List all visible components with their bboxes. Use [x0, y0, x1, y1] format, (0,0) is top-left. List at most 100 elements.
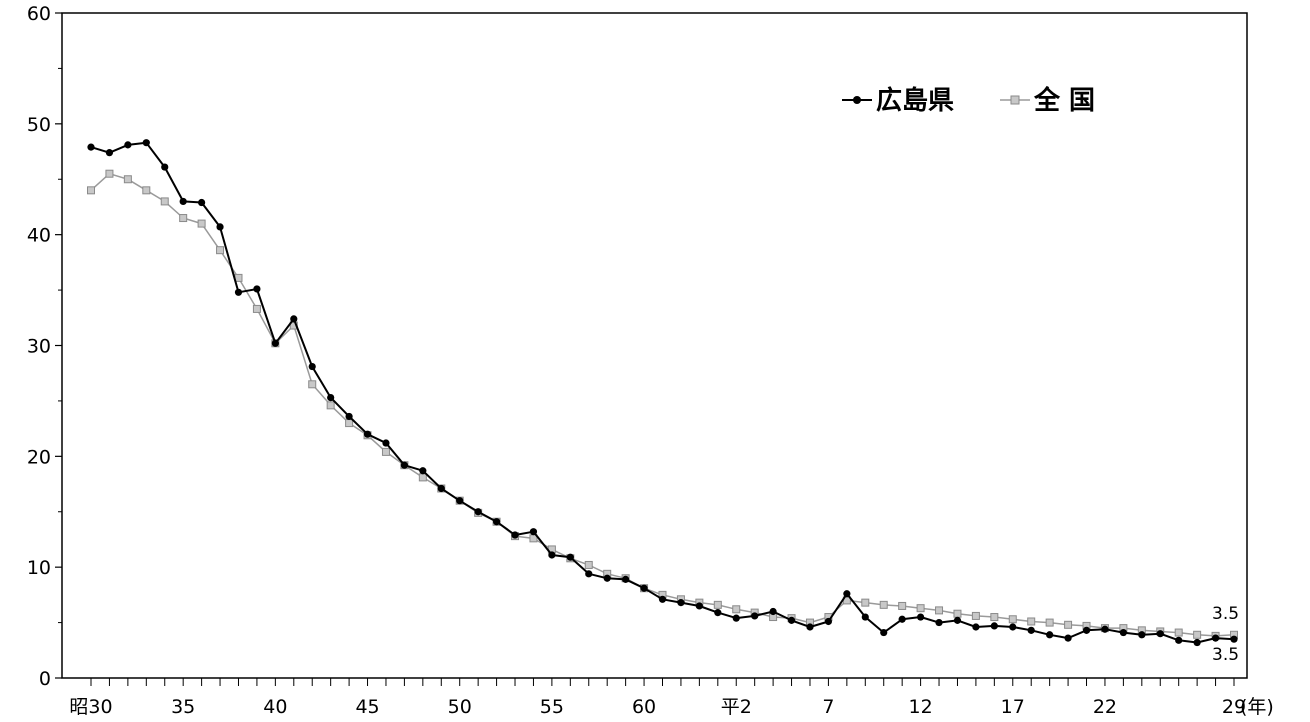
y-tick-label: 0 — [39, 668, 51, 690]
x-tick-label: 17 — [1001, 696, 1025, 718]
data-point-hiroshima — [843, 590, 851, 598]
data-point-hiroshima — [861, 613, 869, 621]
data-point-hiroshima — [308, 362, 316, 371]
data-point-hiroshima — [953, 616, 962, 624]
y-tick-label: 30 — [27, 336, 51, 358]
data-point-national — [916, 604, 925, 613]
data-point-national — [308, 380, 317, 389]
x-tick-label: 35 — [171, 696, 195, 718]
x-tick-label: 60 — [632, 696, 656, 718]
data-point-hiroshima — [1046, 631, 1054, 639]
data-point-national — [87, 186, 95, 195]
data-point-hiroshima — [824, 617, 833, 626]
data-point-hiroshima — [327, 393, 335, 402]
data-point-national — [160, 197, 169, 206]
data-point-hiroshima — [1027, 626, 1035, 634]
data-point-national — [879, 600, 888, 609]
data-point-hiroshima — [695, 602, 703, 610]
x-tick-label: 40 — [263, 696, 287, 718]
data-point-hiroshima — [511, 531, 519, 539]
data-point-hiroshima — [1156, 630, 1164, 638]
data-point-hiroshima — [714, 609, 722, 617]
x-tick-label: 昭30 — [69, 696, 112, 718]
data-point-hiroshima — [916, 613, 925, 621]
data-point-hiroshima — [1175, 636, 1183, 644]
data-point-national — [1008, 615, 1017, 624]
data-point-national — [1174, 628, 1183, 637]
data-point-national — [105, 169, 114, 178]
data-point-hiroshima — [345, 412, 353, 421]
x-tick-label: 29 — [1222, 696, 1246, 718]
data-point-hiroshima — [806, 623, 814, 631]
y-axis: 0 10 20 30 40 50 60 — [27, 3, 62, 690]
x-tick-label: 50 — [448, 696, 472, 718]
data-point-national — [326, 401, 335, 410]
data-point-hiroshima — [972, 623, 980, 631]
data-point-hiroshima — [1230, 635, 1238, 643]
data-point-national — [1193, 630, 1202, 639]
data-point-hiroshima — [880, 628, 888, 637]
x-axis-unit-label: (年) — [1240, 696, 1274, 718]
data-point-national — [713, 600, 722, 609]
data-point-hiroshima — [990, 622, 998, 630]
series-group — [87, 139, 1238, 647]
y-tick-label: 60 — [27, 3, 51, 25]
data-point-national — [252, 304, 261, 313]
data-point-hiroshima — [1119, 628, 1127, 637]
x-tick-label: 55 — [540, 696, 564, 718]
data-point-hiroshima — [400, 461, 409, 469]
data-point-hiroshima — [898, 615, 906, 623]
data-point-hiroshima — [603, 574, 611, 582]
data-point-hiroshima — [474, 508, 482, 516]
data-point-hiroshima — [622, 575, 630, 583]
data-point-hiroshima — [640, 584, 648, 592]
data-point-hiroshima — [1193, 638, 1201, 647]
data-point-hiroshima — [1101, 625, 1109, 633]
data-point-hiroshima — [290, 315, 298, 323]
data-point-national — [216, 246, 225, 255]
end-label-national: 3.5 — [1212, 604, 1239, 624]
data-point-hiroshima — [87, 143, 95, 151]
data-point-hiroshima — [1082, 626, 1091, 634]
x-tick-label: 7 — [822, 696, 834, 718]
data-point-hiroshima — [492, 518, 501, 526]
data-point-hiroshima — [179, 197, 187, 206]
series-line-hiroshima — [90, 141, 1235, 644]
x-tick-label: 45 — [355, 696, 379, 718]
data-point-hiroshima — [124, 141, 132, 149]
data-point-national — [123, 175, 132, 184]
data-point-hiroshima — [1009, 623, 1017, 631]
data-point-hiroshima — [142, 139, 150, 147]
data-point-national — [584, 560, 593, 569]
series-line-national — [90, 172, 1235, 637]
y-tick-label: 20 — [27, 446, 51, 468]
data-point-hiroshima — [1138, 631, 1146, 639]
data-point-national — [179, 214, 188, 223]
data-point-hiroshima — [216, 223, 224, 231]
data-point-hiroshima — [769, 607, 777, 616]
data-point-hiroshima — [382, 439, 390, 447]
data-point-national — [971, 611, 980, 620]
data-point-hiroshima — [677, 599, 685, 607]
x-tick-label: 平2 — [721, 696, 752, 718]
series-national — [87, 169, 1238, 640]
data-point-hiroshima — [1211, 634, 1220, 642]
data-point-hiroshima — [732, 614, 740, 622]
data-point-hiroshima — [566, 553, 574, 561]
data-point-hiroshima — [935, 618, 943, 627]
data-point-hiroshima — [529, 528, 538, 536]
legend: 広島県 全 国 — [842, 85, 1095, 116]
legend-item-hiroshima: 広島県 — [842, 85, 954, 116]
data-point-national — [1045, 618, 1054, 627]
data-point-national — [381, 447, 390, 456]
data-point-hiroshima — [363, 430, 372, 438]
data-point-hiroshima — [198, 198, 206, 207]
y-tick-label: 10 — [27, 557, 51, 579]
legend-marker-hiroshima — [853, 96, 861, 104]
data-point-hiroshima — [585, 570, 593, 578]
data-point-hiroshima — [1064, 634, 1072, 642]
data-point-national — [935, 606, 944, 615]
data-point-hiroshima — [751, 612, 759, 620]
x-tick-label: 22 — [1093, 696, 1117, 718]
y-tick-label: 40 — [27, 225, 51, 247]
